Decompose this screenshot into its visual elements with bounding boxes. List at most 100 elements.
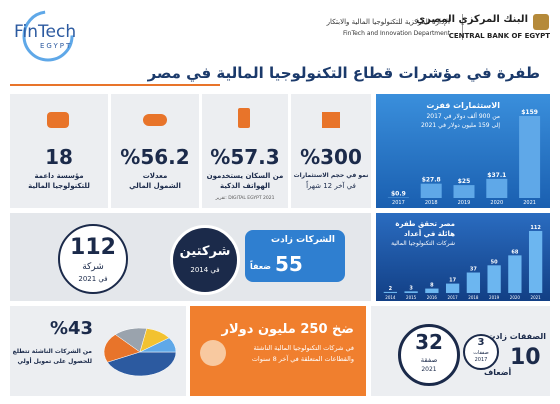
dept-ar: الإدارة المركزية للتكنولوجيا المالية وال… (326, 18, 450, 26)
divider (462, 14, 463, 40)
bar-label: $37.1 (487, 172, 506, 179)
count-unit: شركة (82, 262, 104, 272)
stat-value: %300 (300, 145, 362, 169)
growth-value: 55 (275, 252, 303, 276)
deals-value: 10 (510, 345, 541, 370)
stat-value: %56.2 (120, 145, 190, 169)
icon (47, 112, 69, 128)
count-circle (58, 224, 128, 294)
bar-chart: $0.9 2017 $27.8 2018 $25 2019 $37.1 2020 $159 202… (387, 109, 541, 206)
x-tick-label: 2016 (427, 295, 438, 300)
bank-ar: البنك المركزي المصري (415, 14, 528, 25)
stat-value: 18 (45, 145, 73, 169)
bar-label: 68 (511, 249, 518, 255)
title-rule (10, 84, 220, 86)
pie-slice (139, 337, 177, 353)
x-tick-label: 2021 (523, 200, 536, 206)
x-tick-label: 2018 (468, 295, 479, 300)
x-tick-label: 2014 (385, 295, 396, 300)
funding-label: في شركات التكنولوجيا المالية الناشئة (253, 344, 354, 352)
growth-box (245, 230, 345, 282)
deals-title: الصفقات زادت (487, 332, 546, 341)
title: طفرة في مؤشرات قطاع التكنولوجيا المالية … (147, 64, 540, 82)
end-circle (398, 324, 460, 386)
deals-start-year: 2017 (474, 357, 488, 363)
startups-label: للحصول على تمويل أولي (17, 358, 92, 365)
chart-subtitle: من 900 ألف دولار في 2017 (426, 113, 500, 120)
coin-icon (200, 340, 226, 366)
bar-label: $159 (521, 109, 538, 116)
chart-title: هائلة في أعداد (404, 230, 455, 238)
bank-en: CENTRAL BANK OF EGYPT (448, 32, 550, 40)
x-tick-label: 2017 (392, 200, 405, 206)
stat-value: %57.3 (210, 145, 280, 169)
bar-chart: 2 2014 3 2015 8 2016 17 2017 37 2018 50 2019 68 2020 1… (383, 225, 543, 300)
funding-label: والقطاعات المتعلقة في آخر 8 سنوات (251, 355, 354, 363)
pie-slice (107, 351, 177, 377)
stat-card (111, 94, 199, 208)
x-tick-label: 2015 (406, 295, 417, 300)
bar (528, 231, 543, 293)
bar-label: $0.9 (391, 191, 406, 198)
x-tick-label: 2019 (489, 295, 500, 300)
stat-label: الهواتف الذكية (219, 182, 271, 190)
bar (487, 265, 501, 293)
x-tick-label: 2020 (490, 200, 503, 206)
bar-label: 2 (389, 286, 393, 292)
stat-label: معدلات (142, 172, 168, 180)
stat-label: في آخر 12 شهراً (306, 182, 356, 190)
bar (519, 116, 541, 198)
bar (466, 272, 481, 293)
bar-label: $25 (458, 178, 471, 185)
start-circle (170, 225, 240, 295)
deals-end-unit: صفقة (420, 356, 438, 364)
bar (508, 255, 522, 293)
deals-end-year: 2021 (421, 366, 437, 373)
bar (486, 178, 508, 198)
x-tick-label: 2017 (448, 295, 459, 300)
x-tick-label: 2021 (531, 295, 542, 300)
bar (453, 185, 475, 198)
startups-value: %43 (50, 318, 94, 339)
x-tick-label: 2020 (510, 295, 521, 300)
bar (383, 291, 398, 293)
start-circle (463, 334, 499, 370)
bar-label: $27.8 (422, 177, 441, 184)
growth-unit: ضعفاً (250, 262, 272, 271)
chart-subtitle: إلى 159 مليون دولار في 2021 (420, 122, 500, 129)
bar-label: 112 (530, 225, 541, 231)
deals-end: 32 (415, 330, 443, 354)
stat-label: نمو في حجم الاستثمارات (293, 172, 369, 179)
bar-label: 37 (470, 267, 477, 273)
icon (238, 108, 250, 128)
icon (143, 114, 167, 126)
chart-title: مصر تحقق طفرة (395, 220, 455, 228)
x-tick-label: 2019 (458, 200, 471, 206)
count: 112 (70, 235, 116, 260)
pie-slice (103, 334, 141, 363)
stat-label: مؤسسة داعمة (34, 172, 84, 180)
growth-title: الشركات زادت (271, 235, 335, 245)
start: شركتين (179, 244, 231, 259)
bar-label: 8 (430, 283, 434, 289)
bar (404, 291, 418, 293)
startups-label: من الشركات الناشئة تتطلع (12, 348, 92, 355)
bar (420, 183, 442, 198)
icon (322, 112, 340, 128)
stat-label: من السكان يستخدمون (206, 172, 284, 180)
stat-label: الشمول المالي (129, 182, 181, 190)
count-year: في 2021 (78, 275, 108, 283)
logo-sub: EGYPT (40, 42, 73, 50)
deals-start: 3 (477, 337, 485, 348)
bar (445, 283, 460, 293)
deals-unit: أضعاف (484, 368, 512, 377)
x-tick-label: 2018 (425, 200, 438, 206)
bar-label: 17 (449, 278, 456, 284)
bar-label: 3 (409, 285, 413, 291)
dept-en: FinTech and Innovation Department (342, 30, 450, 37)
source: DIGITAL EGYPT 2021 :تقرير (215, 196, 275, 201)
start-year: في 2014 (190, 266, 220, 274)
chart-title: شركات التكنولوجيا المالية (391, 240, 455, 247)
bar-label: 50 (491, 259, 498, 265)
